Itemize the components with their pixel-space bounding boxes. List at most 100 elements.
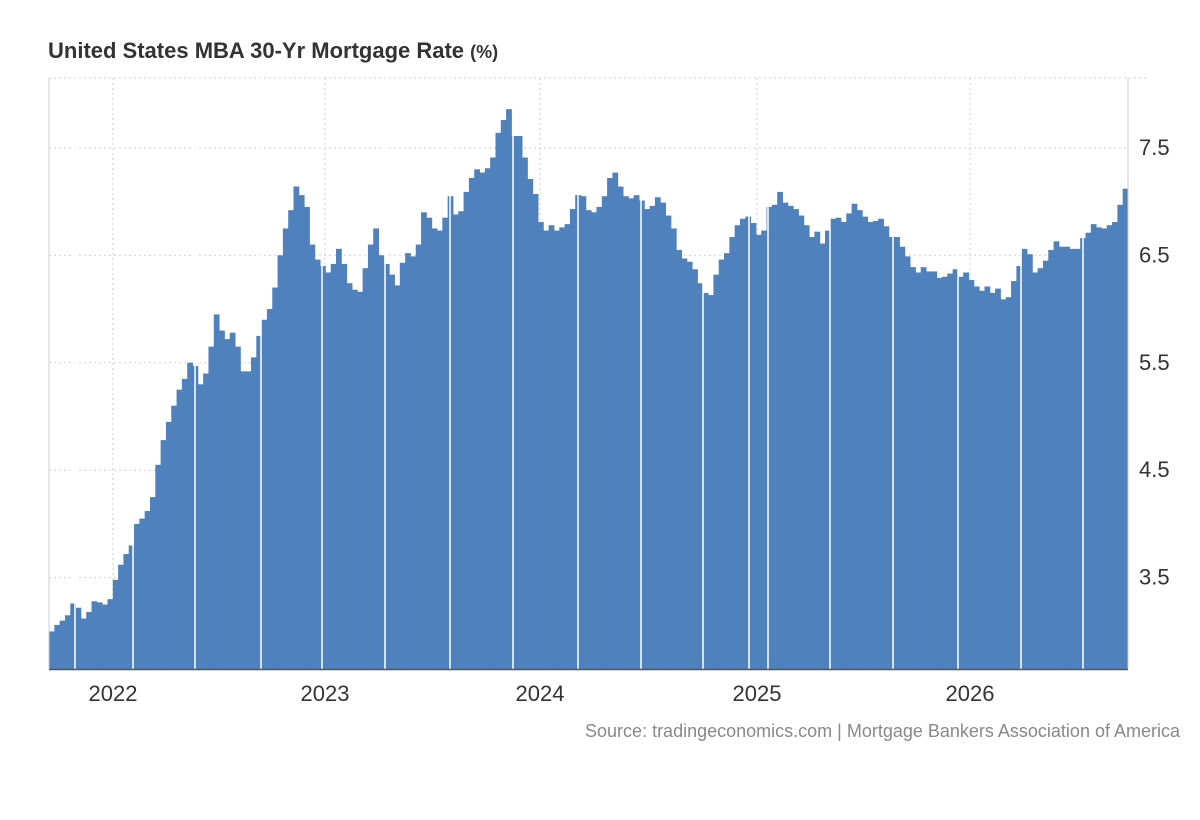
bar	[431, 228, 438, 669]
bar	[963, 272, 969, 669]
bar	[149, 497, 156, 669]
bar	[846, 213, 853, 669]
bar	[724, 253, 730, 669]
bar	[224, 339, 231, 669]
bar	[357, 291, 364, 669]
y-tick-label: 7.5	[1139, 135, 1170, 160]
bar	[495, 132, 502, 670]
bar	[325, 272, 332, 669]
bar	[277, 255, 284, 670]
bar	[862, 216, 869, 669]
bar	[91, 601, 98, 669]
bar	[282, 228, 289, 669]
bar	[803, 225, 810, 669]
bar	[936, 277, 943, 669]
bar	[522, 157, 528, 669]
bar	[553, 230, 560, 669]
bar	[261, 319, 268, 669]
y-tick-label: 5.5	[1139, 350, 1170, 375]
bar	[755, 234, 762, 669]
bar	[989, 292, 996, 669]
bar	[1042, 260, 1049, 669]
bar	[649, 205, 656, 669]
bar	[208, 346, 215, 669]
bar	[484, 168, 491, 669]
bar	[176, 389, 183, 669]
axes	[48, 78, 1129, 671]
bar	[612, 172, 619, 669]
bar	[915, 272, 922, 669]
bar	[878, 218, 884, 669]
bar	[835, 217, 842, 669]
bar	[59, 620, 66, 669]
bar	[931, 271, 938, 669]
x-tick-label: 2025	[733, 681, 782, 706]
bar	[293, 186, 300, 669]
chart-unit: (%)	[470, 42, 499, 62]
bar	[288, 210, 294, 670]
bar	[458, 211, 465, 670]
bar	[782, 202, 789, 669]
bar	[601, 196, 608, 669]
bar	[941, 276, 948, 669]
bar	[766, 206, 773, 669]
bar	[1021, 248, 1028, 669]
bar	[995, 288, 1001, 669]
bar	[670, 228, 677, 669]
y-tick-labels: 3.5 4.5 5.5 6.5 7.5	[1139, 135, 1170, 590]
bar	[1053, 241, 1060, 669]
bar	[809, 237, 815, 669]
bar	[511, 136, 518, 669]
bar	[500, 119, 507, 669]
bar	[240, 371, 247, 669]
bar	[952, 269, 959, 669]
bar	[49, 631, 55, 669]
bar	[102, 604, 108, 669]
bar	[697, 283, 704, 669]
bar	[123, 554, 130, 669]
bar	[1005, 297, 1012, 669]
bar	[256, 335, 263, 669]
bar	[415, 244, 422, 670]
bar	[171, 405, 178, 669]
bar	[1122, 188, 1129, 669]
bar	[346, 283, 353, 669]
bar	[75, 607, 82, 669]
bar	[160, 440, 167, 669]
bar	[596, 206, 603, 669]
bar	[336, 248, 342, 669]
bar	[665, 215, 672, 670]
bar	[1096, 227, 1102, 670]
bar	[70, 603, 77, 669]
bar	[617, 186, 624, 669]
bar	[399, 262, 406, 669]
bar	[543, 230, 550, 669]
bar	[437, 230, 443, 669]
bar	[405, 253, 411, 669]
bar	[1000, 299, 1007, 669]
bar	[639, 200, 645, 669]
chart-title: United States MBA 30-Yr Mortgage Rate (%…	[48, 38, 498, 64]
bar	[1101, 228, 1108, 669]
bar	[580, 196, 587, 669]
bar	[644, 209, 651, 669]
bar	[134, 523, 140, 669]
bar	[213, 314, 220, 669]
bar	[1069, 248, 1076, 669]
bar	[442, 217, 449, 669]
bar	[389, 274, 395, 669]
bar	[628, 198, 635, 669]
bar	[1117, 204, 1124, 670]
bar	[771, 204, 778, 670]
bar	[490, 157, 496, 669]
bar	[1064, 246, 1070, 669]
bar	[947, 273, 954, 669]
bar	[872, 220, 879, 669]
bar	[787, 205, 794, 669]
bar	[181, 378, 188, 669]
bar	[250, 357, 257, 669]
bar	[734, 225, 741, 669]
bar	[920, 267, 927, 669]
y-tick-label: 4.5	[1139, 457, 1170, 482]
bar	[729, 237, 736, 669]
